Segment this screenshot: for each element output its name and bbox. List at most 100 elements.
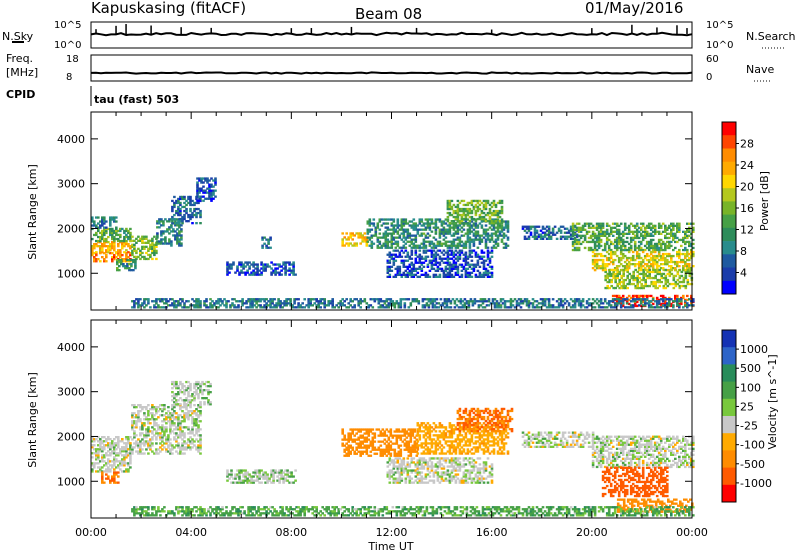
station-title: Kapuskasing (fitACF) bbox=[91, 0, 246, 17]
heatmap-cell bbox=[656, 278, 659, 282]
heatmap-cell bbox=[485, 300, 489, 303]
heatmap-cell bbox=[452, 203, 456, 207]
heatmap-cell bbox=[402, 220, 406, 223]
heatmap-cell bbox=[670, 230, 673, 233]
heatmap-cell bbox=[196, 193, 199, 196]
heatmap-cell bbox=[91, 438, 94, 441]
heatmap-cell bbox=[670, 222, 673, 225]
heatmap-cell bbox=[496, 226, 500, 229]
heatmap-cell bbox=[153, 408, 156, 411]
heatmap-cell bbox=[185, 380, 188, 384]
heatmap-cell bbox=[434, 275, 438, 278]
heatmap-cell bbox=[410, 220, 414, 223]
heatmap-cell bbox=[500, 201, 504, 205]
freq-line bbox=[90, 71, 693, 75]
heatmap-cell bbox=[420, 255, 424, 258]
heatmap-cell bbox=[448, 273, 452, 276]
heatmap-cell bbox=[609, 300, 613, 303]
heatmap-cell bbox=[259, 300, 262, 303]
heatmap-cell bbox=[93, 256, 96, 259]
heatmap-cell bbox=[533, 225, 537, 228]
heatmap-cell bbox=[95, 224, 98, 227]
heatmap-cell bbox=[490, 273, 494, 276]
heatmap-cell bbox=[125, 260, 128, 263]
heatmap-cell bbox=[367, 304, 371, 307]
heatmap-cell bbox=[145, 432, 148, 435]
heatmap-cell bbox=[378, 228, 382, 231]
heatmap-cell bbox=[267, 304, 270, 307]
heatmap-cell bbox=[277, 302, 280, 305]
heatmap-cell bbox=[408, 263, 412, 266]
heatmap-cell bbox=[307, 298, 310, 301]
heatmap-cell bbox=[151, 251, 154, 255]
heatmap-cell bbox=[400, 238, 404, 241]
heatmap-cell bbox=[627, 224, 631, 227]
heatmap-cell bbox=[466, 263, 470, 266]
heatmap-cell bbox=[415, 300, 419, 303]
heatmap-cell bbox=[349, 234, 352, 237]
heatmap-cell bbox=[388, 251, 392, 254]
heatmap-cell bbox=[117, 245, 120, 248]
heatmap-cell bbox=[682, 306, 685, 309]
heatmap-cell bbox=[678, 304, 681, 307]
heatmap-cell bbox=[442, 238, 446, 241]
heatmap-cell bbox=[545, 233, 549, 236]
heatmap-cell bbox=[493, 304, 497, 307]
heatmap-cell bbox=[123, 229, 126, 233]
heatmap-cell bbox=[315, 300, 318, 303]
heatmap-cell bbox=[458, 244, 462, 247]
heatmap-cell bbox=[386, 269, 390, 272]
heatmap-cell bbox=[639, 260, 643, 264]
heatmap-cell bbox=[500, 207, 504, 211]
heatmap-cell bbox=[248, 273, 251, 276]
heatmap-cell bbox=[390, 224, 394, 227]
heatmap-cell bbox=[627, 242, 631, 246]
heatmap-cell bbox=[659, 302, 663, 306]
heatmap-cell bbox=[676, 252, 679, 256]
heatmap-cell bbox=[187, 428, 190, 431]
heatmap-cell bbox=[179, 397, 182, 400]
heatmap-cell bbox=[143, 245, 146, 248]
heatmap-cell bbox=[623, 306, 627, 309]
heatmap-cell bbox=[551, 229, 555, 232]
heatmap-cell bbox=[537, 306, 541, 309]
heatmap-cell bbox=[672, 226, 675, 229]
heatmap-cell bbox=[241, 298, 244, 301]
heatmap-cell bbox=[109, 227, 112, 231]
heatmap-cell bbox=[623, 248, 627, 252]
heatmap-cell bbox=[412, 224, 416, 227]
heatmap-cell bbox=[474, 253, 478, 256]
heatmap-cell bbox=[331, 306, 334, 309]
heatmap-cell bbox=[448, 203, 452, 207]
heatmap-cell bbox=[385, 304, 389, 307]
heatmap-cell bbox=[210, 193, 213, 196]
heatmap-cell bbox=[454, 263, 458, 266]
heatmap-cell bbox=[315, 304, 318, 307]
heatmap-cell bbox=[289, 304, 292, 307]
heatmap-cell bbox=[480, 211, 484, 215]
heatmap-cell bbox=[447, 300, 451, 303]
heatmap-cell bbox=[381, 304, 385, 307]
heatmap-cell bbox=[384, 226, 388, 229]
heatmap-cell bbox=[172, 234, 175, 237]
heatmap-cell bbox=[179, 432, 182, 435]
heatmap-cell bbox=[571, 300, 575, 303]
heatmap-cell bbox=[288, 261, 291, 264]
heatmap-cell bbox=[357, 236, 360, 239]
heatmap-cell bbox=[498, 215, 502, 219]
heatmap-cell bbox=[495, 304, 499, 307]
heatmap-cell bbox=[189, 395, 192, 398]
heatmap-cell bbox=[494, 234, 498, 237]
heatmap-cell bbox=[283, 304, 286, 307]
heatmap-cell bbox=[205, 300, 208, 303]
heatmap-cell bbox=[504, 246, 508, 249]
heatmap-cell bbox=[504, 224, 508, 227]
heatmap-cell bbox=[635, 228, 639, 231]
heatmap-cell bbox=[204, 191, 207, 194]
heatmap-cell bbox=[179, 203, 182, 207]
heatmap-cell bbox=[666, 244, 669, 248]
heatmap-cell bbox=[652, 270, 655, 274]
heatmap-cell bbox=[549, 231, 553, 234]
heatmap-cell bbox=[420, 261, 424, 264]
heatmap-cell bbox=[577, 228, 581, 231]
